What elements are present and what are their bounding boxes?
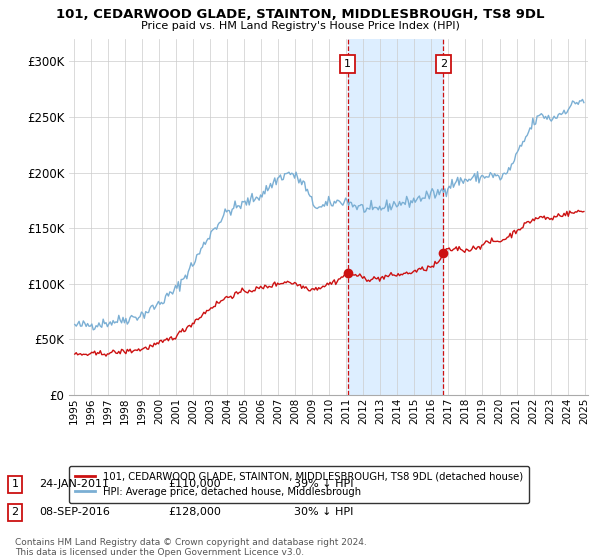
Text: Contains HM Land Registry data © Crown copyright and database right 2024.
This d: Contains HM Land Registry data © Crown c…: [15, 538, 367, 557]
Text: 1: 1: [344, 59, 351, 69]
Text: 2: 2: [440, 59, 447, 69]
Text: £128,000: £128,000: [168, 507, 221, 517]
Text: 24-JAN-2011: 24-JAN-2011: [39, 479, 109, 489]
Legend: 101, CEDARWOOD GLADE, STAINTON, MIDDLESBROUGH, TS8 9DL (detached house), HPI: Av: 101, CEDARWOOD GLADE, STAINTON, MIDDLESB…: [69, 465, 529, 502]
Text: 08-SEP-2016: 08-SEP-2016: [39, 507, 110, 517]
Text: 30% ↓ HPI: 30% ↓ HPI: [294, 507, 353, 517]
Bar: [347, 39, 443, 395]
Text: 1: 1: [11, 479, 19, 489]
Text: £110,000: £110,000: [168, 479, 221, 489]
Text: Price paid vs. HM Land Registry's House Price Index (HPI): Price paid vs. HM Land Registry's House …: [140, 21, 460, 31]
Text: 39% ↓ HPI: 39% ↓ HPI: [294, 479, 353, 489]
Text: 101, CEDARWOOD GLADE, STAINTON, MIDDLESBROUGH, TS8 9DL: 101, CEDARWOOD GLADE, STAINTON, MIDDLESB…: [56, 8, 544, 21]
Text: 2: 2: [11, 507, 19, 517]
